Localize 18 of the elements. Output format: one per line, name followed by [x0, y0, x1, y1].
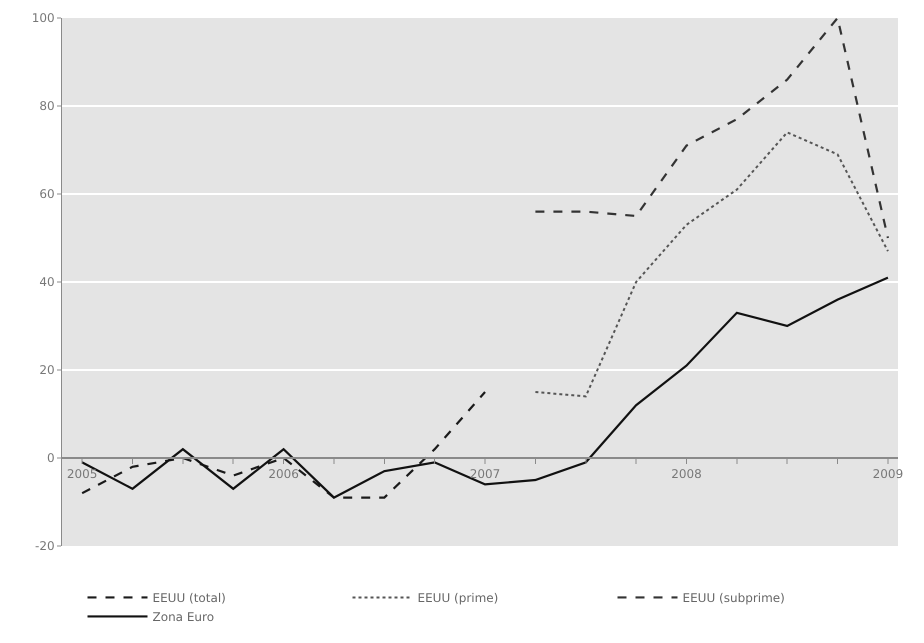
y-tick-label: 40 — [39, 275, 55, 290]
y-tick-label: 0 — [46, 451, 55, 466]
legend-label: EEUU (subprime) — [682, 591, 785, 606]
x-tick-label: 2006 — [268, 467, 299, 482]
x-tick-label: 2009 — [872, 467, 904, 482]
line-series — [534, 18, 890, 240]
legend-label: EEUU (total) — [152, 591, 226, 606]
y-tick-label: 60 — [39, 187, 55, 202]
y-tick-label: -20 — [34, 539, 55, 554]
x-tick-label: 2008 — [671, 467, 702, 482]
x-tick-label: 2007 — [470, 467, 500, 482]
x-tick-label: 2005 — [66, 467, 98, 482]
legend-label: Zona Euro — [152, 610, 214, 624]
line-series — [534, 131, 889, 398]
y-tick-label: 100 — [32, 11, 55, 26]
legend-label: EEUU (prime) — [418, 591, 498, 606]
y-tick-label: 80 — [39, 99, 55, 114]
y-tick-label: 20 — [39, 363, 55, 378]
